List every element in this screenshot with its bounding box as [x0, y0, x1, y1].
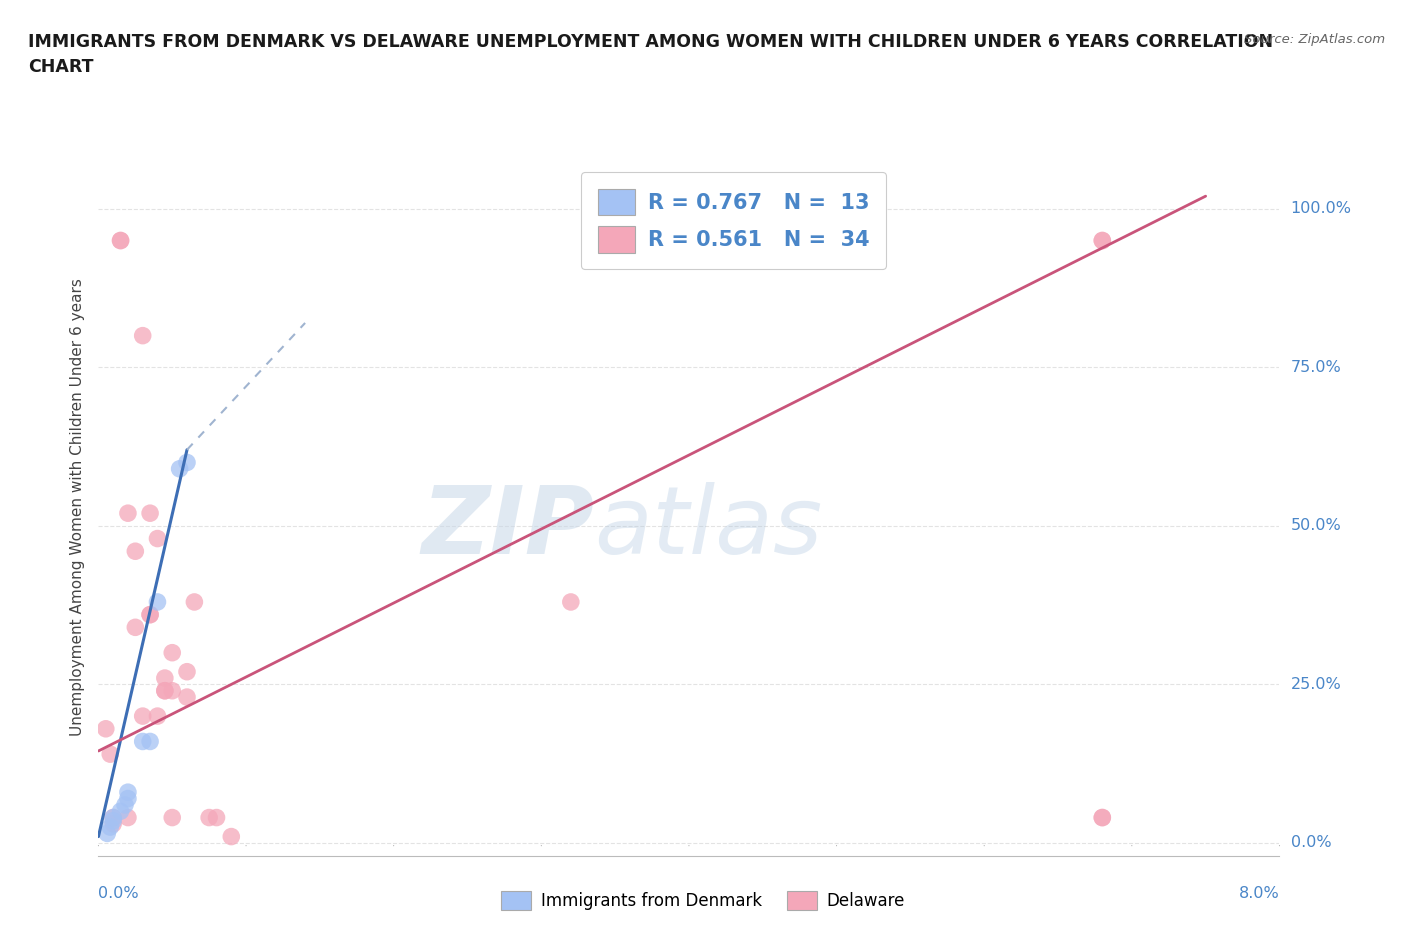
Text: Source: ZipAtlas.com: Source: ZipAtlas.com: [1244, 33, 1385, 46]
Point: [132, 709, 155, 724]
Point: [162, 684, 183, 698]
Text: 50.0%: 50.0%: [1291, 518, 1341, 534]
Point: [162, 645, 183, 660]
Point: [124, 544, 146, 559]
Point: [169, 461, 191, 476]
Point: [1091, 810, 1114, 825]
Point: [117, 791, 139, 806]
Point: [183, 594, 205, 609]
Point: [139, 734, 162, 749]
Point: [1091, 233, 1114, 248]
Point: [103, 817, 124, 831]
Point: [176, 664, 198, 679]
Point: [153, 684, 176, 698]
Text: 8.0%: 8.0%: [1239, 886, 1279, 901]
Point: [117, 785, 139, 800]
Text: 0.0%: 0.0%: [1291, 835, 1331, 850]
Point: [153, 671, 176, 685]
Point: [205, 810, 228, 825]
Point: [146, 709, 169, 724]
Point: [117, 810, 139, 825]
Legend: Immigrants from Denmark, Delaware: Immigrants from Denmark, Delaware: [494, 884, 912, 917]
Point: [98, 819, 121, 834]
Point: [198, 810, 221, 825]
Point: [103, 810, 124, 825]
Text: 25.0%: 25.0%: [1291, 677, 1341, 692]
Text: 0.0%: 0.0%: [98, 886, 139, 901]
Point: [1091, 233, 1114, 248]
Point: [110, 233, 132, 248]
Point: [219, 830, 242, 844]
Point: [176, 690, 198, 705]
Point: [124, 620, 146, 635]
Point: [176, 455, 198, 470]
Text: 75.0%: 75.0%: [1291, 360, 1341, 375]
Text: ZIP: ZIP: [422, 482, 595, 574]
Point: [98, 747, 121, 762]
Point: [139, 607, 162, 622]
Point: [139, 506, 162, 521]
Point: [1091, 810, 1114, 825]
Point: [110, 804, 132, 818]
Text: IMMIGRANTS FROM DENMARK VS DELAWARE UNEMPLOYMENT AMONG WOMEN WITH CHILDREN UNDER: IMMIGRANTS FROM DENMARK VS DELAWARE UNEM…: [28, 33, 1274, 50]
Text: atlas: atlas: [595, 483, 823, 573]
Point: [162, 810, 183, 825]
Text: 100.0%: 100.0%: [1291, 201, 1351, 217]
Point: [114, 797, 136, 812]
Point: [117, 506, 139, 521]
Point: [132, 734, 155, 749]
Text: CHART: CHART: [28, 58, 94, 75]
Point: [139, 607, 162, 622]
Point: [560, 594, 582, 609]
Point: [103, 813, 124, 829]
Point: [103, 810, 124, 825]
Point: [146, 531, 169, 546]
Legend: R = 0.767   N =  13, R = 0.561   N =  34: R = 0.767 N = 13, R = 0.561 N = 34: [581, 172, 886, 270]
Point: [132, 328, 155, 343]
Y-axis label: Unemployment Among Women with Children Under 6 years: Unemployment Among Women with Children U…: [70, 278, 86, 736]
Point: [153, 684, 176, 698]
Point: [146, 594, 169, 609]
Point: [94, 722, 117, 737]
Point: [110, 233, 132, 248]
Point: [96, 826, 118, 841]
